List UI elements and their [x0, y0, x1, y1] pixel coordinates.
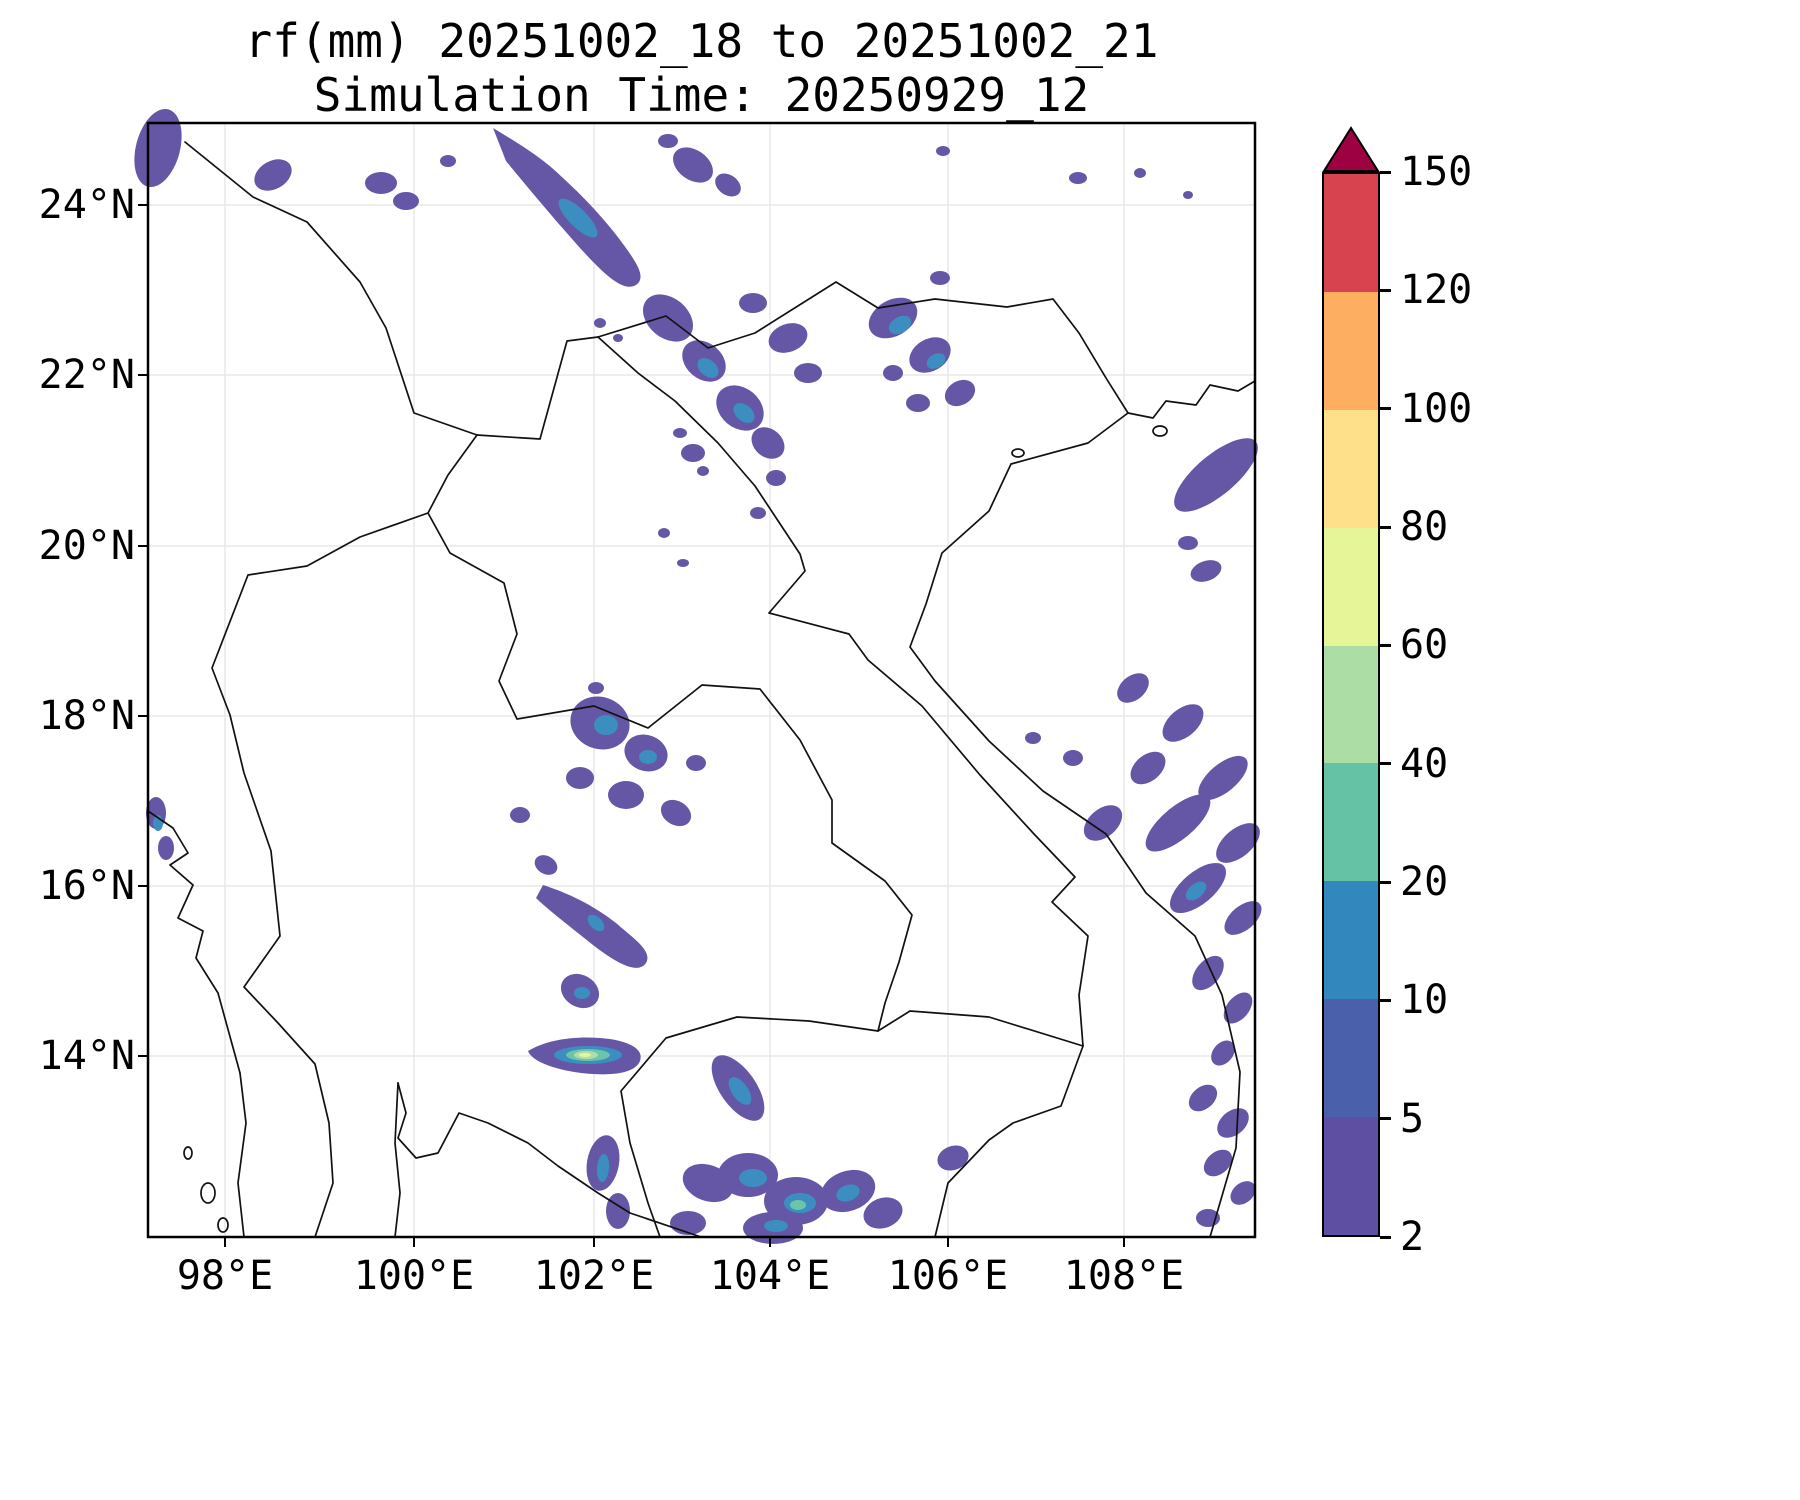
- axis-ticks: [138, 204, 1125, 1247]
- colorbar-level-label: 100: [1400, 385, 1473, 432]
- colorbar-tick: [1380, 525, 1391, 529]
- plot-title-line1: rf(mm) 20251002_18 to 20251002_21: [244, 14, 1159, 68]
- lon-tick-106e: 106°E: [887, 1253, 1009, 1299]
- border-cambodia-laos-thailand: [620, 1010, 1084, 1238]
- island-1: [200, 1182, 216, 1204]
- colorbar-over-arrow: [1322, 126, 1380, 172]
- colorbar-level-label: 10: [1400, 977, 1449, 1024]
- colorbar-segment: [1324, 881, 1378, 1000]
- colorbar-segment: [1324, 291, 1378, 410]
- island-4: [1011, 448, 1025, 458]
- plot-title-line2: Simulation Time: 20250929_12: [313, 68, 1090, 122]
- rain-level-40mm: [566, 1049, 806, 1210]
- colorbar-tick: [1380, 170, 1391, 174]
- colorbar-tick: [1380, 880, 1391, 884]
- rainfall-contours: [134, 108, 1262, 1244]
- colorbar-tick: [1380, 1117, 1391, 1121]
- lat-tick-14n: 14°N: [38, 1033, 135, 1079]
- colorbar-segment: [1324, 527, 1378, 646]
- border-laos-vietnam: [597, 336, 1089, 1047]
- lon-tick-102e: 102°E: [533, 1253, 655, 1299]
- colorbar-tick: [1380, 288, 1391, 292]
- coast-south-china: [1127, 380, 1256, 419]
- coast-martaban: [147, 810, 241, 1074]
- colorbar-level-label: 2: [1400, 1214, 1425, 1260]
- coast-vietnam: [909, 412, 1241, 1238]
- colorbar-segment: [1324, 409, 1378, 528]
- colorbar-level-label: 20: [1400, 859, 1449, 905]
- island-2: [217, 1217, 229, 1233]
- colorbar-segment: [1324, 763, 1378, 882]
- lat-tick-18n: 18°N: [38, 693, 135, 739]
- colorbar-segment: [1324, 645, 1378, 764]
- lon-tick-100e: 100°E: [353, 1253, 475, 1299]
- colorbar-segment: [1324, 999, 1378, 1118]
- colorbar-level-label: 150: [1400, 149, 1473, 195]
- island-3: [183, 1146, 193, 1160]
- border-myanmar-thailand: [211, 434, 478, 1238]
- colorbar-segment: [1324, 173, 1378, 292]
- lon-tick-108e: 108°E: [1063, 1253, 1185, 1299]
- plot-frame: [146, 121, 1257, 1239]
- colorbar-segments: [1322, 172, 1380, 1237]
- colorbar-level-label: 5: [1400, 1095, 1425, 1142]
- border-thailand-laos: [427, 512, 913, 1032]
- rain-level-10mm: [153, 198, 1207, 1232]
- country-borders: [147, 141, 1256, 1238]
- colorbar-tick: [1380, 762, 1391, 766]
- colorbar-tick: [1380, 407, 1391, 411]
- lat-tick-24n: 24°N: [38, 182, 135, 228]
- border-china: [184, 141, 1129, 440]
- map-plot-area: [134, 108, 1262, 1247]
- island-5: [1152, 425, 1168, 437]
- lat-tick-20n: 20°N: [38, 523, 135, 569]
- colorbar-level-label: 120: [1400, 267, 1473, 314]
- colorbar-segment: [1324, 1117, 1378, 1235]
- colorbar-level-label: 40: [1400, 740, 1449, 787]
- rain-level-2mm: [134, 108, 1262, 1244]
- colorbar-tick: [1380, 643, 1391, 647]
- lat-tick-16n: 16°N: [38, 863, 135, 909]
- coast-tenasserim: [237, 1072, 247, 1238]
- lon-tick-98e: 98°E: [176, 1253, 274, 1299]
- colorbar-level-label: 80: [1400, 504, 1449, 550]
- colorbar: 2 5 10 20 40 60 80 100 120 150: [1322, 126, 1562, 1286]
- border-cambodia-vietnam: [934, 1045, 1084, 1238]
- coast-peninsula: [394, 1082, 401, 1238]
- lat-tick-22n: 22°N: [38, 352, 135, 398]
- colorbar-tick: [1380, 998, 1391, 1002]
- colorbar-level-label: 60: [1400, 622, 1449, 669]
- colorbar-tick: [1380, 1235, 1391, 1239]
- gridlines: [148, 123, 1255, 1237]
- coast-gulf-of-thailand: [397, 1082, 702, 1238]
- lon-tick-104e: 104°E: [709, 1253, 831, 1299]
- map-svg: [134, 108, 1262, 1247]
